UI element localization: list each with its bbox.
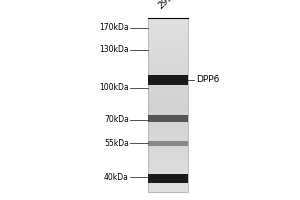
Bar: [148, 157, 188, 161]
Bar: [148, 154, 188, 158]
Bar: [148, 44, 188, 47]
Bar: [148, 41, 188, 45]
Bar: [148, 50, 188, 53]
Bar: [148, 53, 188, 56]
Bar: [148, 160, 188, 164]
Bar: [148, 67, 188, 71]
Bar: [148, 21, 188, 24]
Bar: [148, 125, 188, 129]
Bar: [148, 105, 188, 108]
Bar: [148, 24, 188, 27]
Bar: [148, 82, 188, 85]
Bar: [148, 175, 188, 178]
Bar: [148, 178, 188, 181]
Bar: [148, 140, 188, 143]
Bar: [148, 183, 188, 187]
Bar: [148, 163, 188, 166]
Bar: [148, 59, 188, 62]
Bar: [148, 96, 188, 100]
Bar: [148, 131, 188, 135]
Bar: [148, 166, 188, 169]
Bar: [148, 189, 188, 192]
Text: 293T: 293T: [157, 0, 179, 10]
Bar: [148, 122, 188, 126]
Bar: [148, 102, 188, 106]
Bar: [148, 146, 188, 149]
Bar: [148, 35, 188, 39]
Bar: [148, 32, 188, 36]
Bar: [148, 111, 188, 114]
Bar: [148, 119, 188, 123]
Bar: [148, 99, 188, 103]
Bar: [148, 173, 188, 182]
Bar: [148, 18, 188, 192]
Bar: [148, 151, 188, 155]
Bar: [148, 128, 188, 132]
Bar: [148, 88, 188, 91]
Bar: [148, 70, 188, 74]
Bar: [148, 38, 188, 42]
Bar: [148, 169, 188, 172]
Bar: [148, 93, 188, 97]
Bar: [148, 73, 188, 76]
Bar: [148, 30, 188, 33]
Bar: [148, 85, 188, 88]
Bar: [148, 172, 188, 175]
Bar: [148, 117, 188, 120]
Bar: [148, 27, 188, 30]
Text: 55kDa: 55kDa: [104, 138, 129, 148]
Text: 40kDa: 40kDa: [104, 172, 129, 182]
Bar: [148, 140, 188, 146]
Bar: [148, 148, 188, 152]
Bar: [148, 180, 188, 184]
Bar: [148, 79, 188, 82]
Bar: [148, 90, 188, 94]
Bar: [148, 47, 188, 50]
Text: 130kDa: 130kDa: [99, 46, 129, 54]
Bar: [148, 56, 188, 59]
Bar: [148, 186, 188, 190]
Bar: [148, 114, 188, 121]
Text: 100kDa: 100kDa: [99, 84, 129, 92]
Bar: [148, 137, 188, 140]
Bar: [148, 64, 188, 68]
Bar: [148, 18, 188, 21]
Text: DPP6: DPP6: [196, 75, 219, 84]
Bar: [148, 76, 188, 79]
Bar: [148, 114, 188, 117]
Bar: [148, 75, 188, 85]
Text: 170kDa: 170kDa: [99, 23, 129, 32]
Bar: [148, 134, 188, 137]
Bar: [148, 143, 188, 146]
Bar: [148, 108, 188, 111]
Bar: [148, 62, 188, 65]
Text: 70kDa: 70kDa: [104, 116, 129, 124]
